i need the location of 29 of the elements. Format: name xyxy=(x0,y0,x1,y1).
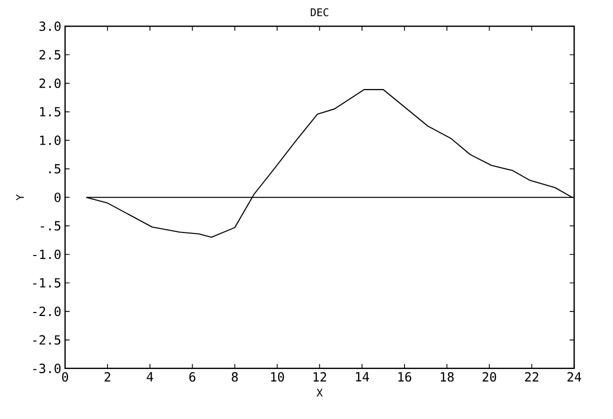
x-tick-label: 0 xyxy=(62,372,68,382)
x-tick-label: 24 xyxy=(568,372,582,382)
x-tick-label: 6 xyxy=(189,372,196,382)
y-tick-label: -1.5 xyxy=(33,278,60,288)
x-axis-title: X xyxy=(316,388,323,397)
y-tick-label: 2.0 xyxy=(40,78,61,88)
x-tick-label: 22 xyxy=(525,372,538,382)
x-tick-label: 20 xyxy=(482,372,496,382)
x-tick-label: 14 xyxy=(356,372,370,382)
x-tick-label: 12 xyxy=(314,372,326,382)
y-axis-title: Y xyxy=(16,194,24,200)
x-tick-label: 18 xyxy=(440,372,454,382)
x-tick-label: 10 xyxy=(271,372,284,382)
x-tick-label: 4 xyxy=(146,372,154,382)
x-tick-label: 2 xyxy=(104,372,110,382)
y-tick-label: 0 xyxy=(54,192,61,202)
y-tick-label: 2.5 xyxy=(40,50,60,60)
y-tick-label: 3.0 xyxy=(39,22,61,32)
y-tick-label: -.5 xyxy=(40,221,60,231)
y-tick-label: 1.5 xyxy=(40,107,60,117)
y-tick-label: -2.5 xyxy=(33,335,60,345)
chart-title: DEC xyxy=(310,8,328,16)
y-tick-label: -2.0 xyxy=(33,306,61,316)
y-tick-label: 1.0 xyxy=(40,136,61,146)
x-tick-label: 8 xyxy=(232,372,238,382)
x-tick-label: 16 xyxy=(398,372,412,382)
y-tick-label: .5 xyxy=(49,164,60,174)
y-tick-label: -3.0 xyxy=(33,364,61,374)
y-tick-label: -1.0 xyxy=(33,250,61,260)
